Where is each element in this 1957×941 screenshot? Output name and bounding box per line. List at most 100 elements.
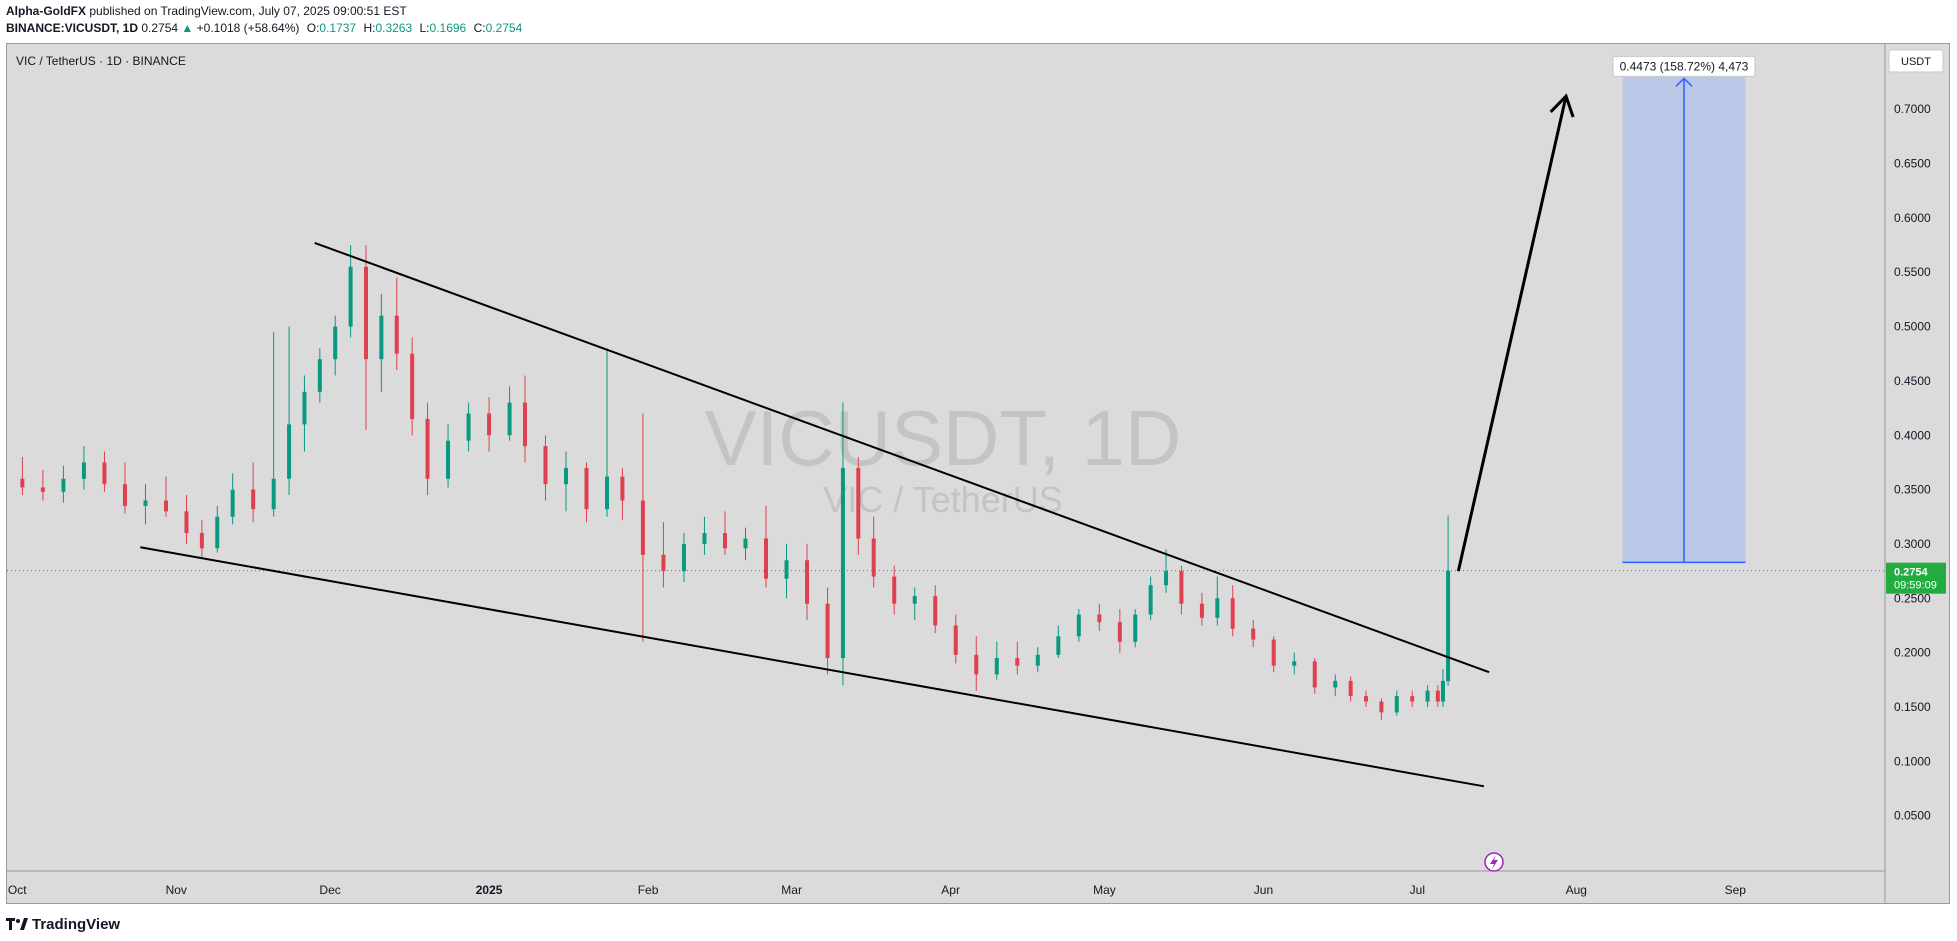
x-tick-label: Feb: [638, 883, 659, 897]
candle: [933, 585, 938, 634]
tradingview-logo[interactable]: TradingView: [6, 912, 120, 936]
candle: [1015, 641, 1020, 675]
candle: [184, 495, 189, 544]
last-price: 0.2754: [141, 21, 179, 35]
candle: [20, 457, 25, 496]
candle-body: [102, 462, 107, 485]
currency-label: USDT: [1901, 56, 1931, 68]
candle-body: [1076, 614, 1081, 637]
candle: [871, 516, 876, 588]
candle-body: [1035, 654, 1040, 666]
candle-body: [40, 487, 45, 492]
candle: [507, 386, 512, 441]
candle: [122, 462, 127, 514]
y-tick-label: 0.2500: [1894, 591, 1931, 605]
candle-body: [1394, 696, 1399, 713]
candle: [1348, 676, 1353, 702]
candle: [143, 484, 148, 525]
candle-body: [1292, 661, 1297, 666]
candle-body: [184, 511, 189, 534]
candle: [1179, 565, 1184, 615]
y-tick-label: 0.6500: [1894, 157, 1931, 171]
candle: [425, 402, 430, 496]
candle: [287, 326, 292, 496]
close-label: C:: [473, 21, 486, 35]
last-price-tag: [1886, 562, 1946, 594]
candle: [953, 614, 958, 664]
candle: [487, 397, 492, 452]
close-value: 0.2754: [485, 21, 523, 35]
candle: [584, 462, 589, 523]
x-tick-label: May: [1093, 883, 1116, 897]
x-tick-label: Jul: [1410, 883, 1425, 897]
candle: [892, 565, 897, 615]
y-tick-label: 0.5000: [1894, 320, 1931, 334]
x-tick-label: Oct: [8, 883, 27, 897]
candle-body: [302, 391, 307, 425]
candle-body: [287, 424, 292, 479]
candle: [1199, 592, 1204, 626]
candle-body: [892, 576, 897, 604]
target-arrowhead-icon: [1675, 77, 1693, 87]
candle-body: [122, 484, 127, 506]
candle-body: [61, 478, 66, 492]
tradingview-brand: TradingView: [32, 915, 121, 933]
candle: [563, 451, 568, 512]
candle: [640, 413, 645, 642]
lightning-icon[interactable]: [1484, 852, 1504, 872]
candle-body: [1215, 598, 1220, 618]
candle: [605, 348, 610, 517]
candle-body: [1312, 661, 1317, 688]
y-tick-label: 0.1500: [1894, 700, 1931, 714]
ohlc-legend: BINANCE:VICUSDT, 1D 0.2754 ▲ +0.1018 (+5…: [6, 21, 522, 35]
x-tick-label: Mar: [781, 883, 802, 897]
candle-body: [522, 402, 527, 447]
candle-body: [466, 413, 471, 441]
candle-body: [348, 266, 353, 327]
x-tick-label: Sep: [1725, 883, 1747, 897]
candle: [805, 543, 810, 621]
candle: [994, 641, 999, 680]
candle: [163, 476, 168, 517]
candle-body: [840, 467, 845, 659]
candle: [840, 402, 845, 686]
candle-body: [1164, 571, 1169, 586]
candle: [215, 505, 220, 553]
candle: [1312, 658, 1317, 694]
author-name: Alpha-GoldFX: [6, 4, 86, 18]
candle-body: [1364, 696, 1369, 702]
candle-body: [1199, 603, 1204, 618]
candle-body: [933, 596, 938, 626]
high-value: 0.3263: [375, 21, 413, 35]
candle-body: [1348, 680, 1353, 697]
candle: [199, 520, 204, 557]
upper-trendline: [314, 241, 1490, 674]
candle: [1271, 636, 1276, 673]
projection-arrow: [1456, 95, 1568, 572]
candle: [1379, 698, 1384, 721]
x-tick-label: Dec: [319, 883, 340, 897]
candle-body: [446, 440, 451, 479]
candle-body: [871, 538, 876, 577]
candle: [1440, 668, 1445, 707]
candle-body: [743, 538, 748, 549]
candle: [271, 332, 276, 517]
candle-body: [1148, 585, 1153, 615]
candle: [743, 527, 748, 561]
candle-body: [215, 516, 220, 549]
candle: [446, 424, 451, 488]
y-tick-label: 0.1000: [1894, 754, 1931, 768]
y-tick-label: 0.5500: [1894, 265, 1931, 279]
candle-body: [1117, 622, 1122, 642]
low-value: 0.1696: [429, 21, 467, 35]
candle-body: [1440, 680, 1445, 702]
candle-body: [199, 533, 204, 549]
candle-body: [487, 413, 492, 436]
candle-body: [584, 467, 589, 510]
candle-body: [410, 353, 415, 419]
candle-body: [1379, 701, 1384, 713]
candle: [1035, 647, 1040, 673]
candle: [1435, 685, 1440, 707]
lower-trendline: [140, 546, 1485, 788]
